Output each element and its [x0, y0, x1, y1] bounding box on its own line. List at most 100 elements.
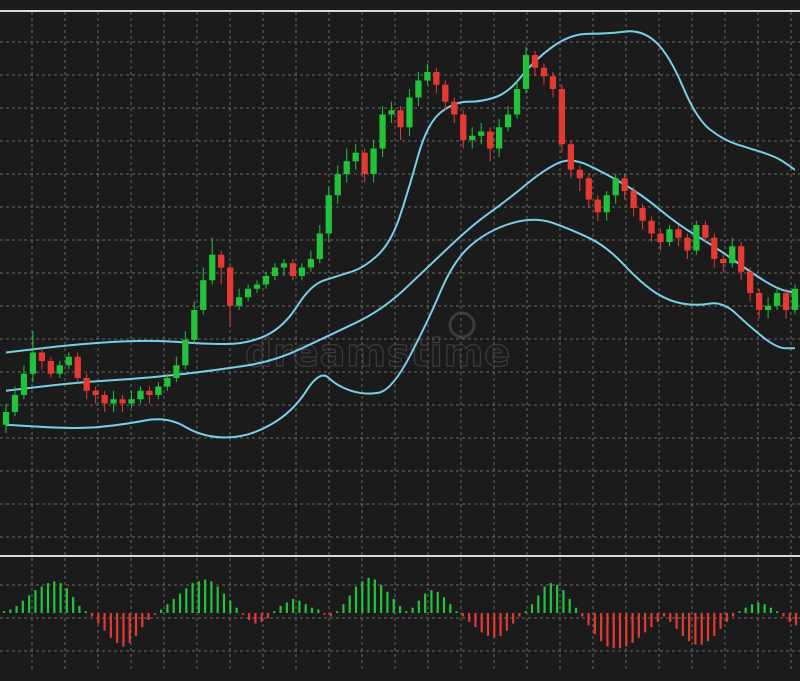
candlestick	[755, 288, 763, 319]
candle-body-up	[20, 373, 28, 395]
candle-body-up	[764, 305, 772, 310]
candle-body-up	[244, 288, 252, 298]
candle-body-up	[316, 233, 323, 259]
candlestick	[47, 356, 54, 378]
candlestick	[791, 284, 799, 315]
candlestick	[657, 229, 664, 251]
candlestick	[352, 144, 359, 170]
candle-body-up	[209, 254, 216, 281]
candle-body-up	[513, 89, 521, 115]
candle-body-down	[630, 191, 637, 208]
candlestick	[361, 148, 368, 183]
candlestick	[370, 140, 377, 183]
candle-body-down	[101, 395, 108, 404]
candle-body-down	[576, 169, 583, 179]
candle-body-up	[379, 114, 386, 149]
candlestick	[155, 382, 162, 400]
candlestick	[487, 127, 494, 162]
candlestick	[128, 390, 135, 408]
candlestick	[173, 356, 180, 383]
candle-body-up	[56, 365, 63, 374]
candlestick	[101, 390, 108, 412]
candle-body-up	[29, 352, 37, 374]
candlestick	[729, 237, 736, 268]
candlestick	[244, 284, 252, 302]
candle-body-down	[218, 254, 225, 268]
candle-body-up	[280, 263, 288, 268]
candle-body-up	[352, 152, 359, 162]
candle-body-up	[370, 148, 377, 174]
candle-body-up	[325, 195, 332, 234]
candle-body-down	[451, 101, 458, 115]
candle-body-down	[675, 229, 682, 238]
panel-separators	[0, 10, 800, 557]
candlestick	[478, 123, 485, 145]
candle-body-down	[567, 144, 574, 170]
candle-body-down	[146, 390, 153, 395]
candlestick	[2, 403, 10, 434]
candle-body-down	[289, 263, 297, 276]
candlestick	[558, 84, 566, 153]
candlestick	[334, 165, 341, 204]
candlestick	[65, 352, 72, 370]
candle-body-up	[343, 161, 350, 174]
candlestick	[182, 331, 189, 370]
candlestick	[693, 220, 700, 255]
candlestick	[648, 216, 655, 242]
candle-body-down	[92, 390, 99, 395]
candle-body-down	[684, 237, 691, 251]
candle-body-up	[65, 356, 72, 366]
candle-body-down	[47, 361, 54, 374]
candlestick	[289, 259, 297, 281]
candlestick	[720, 254, 727, 272]
lower-bollinger-band	[5, 218, 795, 439]
candle-body-down	[361, 152, 368, 174]
candle-body-up	[182, 339, 189, 366]
candle-body-up	[164, 378, 171, 387]
candle-body-down	[639, 208, 646, 221]
candle-body-down	[433, 72, 440, 85]
candle-body-up	[522, 55, 530, 89]
candle-body-down	[621, 178, 628, 191]
candlestick	[137, 386, 144, 404]
candle-body-down	[702, 225, 709, 238]
candle-body-up	[298, 267, 306, 276]
candlestick	[164, 373, 171, 391]
candlestick	[702, 220, 709, 242]
candlestick	[56, 361, 63, 378]
candlestick	[92, 386, 99, 404]
candlestick	[747, 267, 754, 302]
candlestick	[11, 386, 19, 417]
candle-body-down	[442, 84, 449, 102]
middle-bollinger-band	[5, 159, 796, 392]
candle-body-down	[74, 356, 81, 378]
candle-body-down	[594, 199, 601, 213]
candle-body-down	[755, 293, 763, 310]
candle-body-up	[495, 127, 503, 149]
candle-body-down	[549, 76, 557, 89]
candlestick	[20, 365, 28, 400]
candlestick	[621, 174, 628, 200]
candle-body-up	[424, 72, 431, 81]
watermark-logo-icon	[448, 311, 476, 339]
candle-body-up	[773, 293, 781, 306]
candlestick	[782, 288, 790, 319]
candlestick	[567, 140, 574, 179]
candle-body-up	[388, 110, 395, 115]
candlestick	[146, 386, 153, 404]
candle-body-up	[415, 80, 422, 98]
candlestick	[738, 242, 745, 281]
candlestick	[38, 348, 46, 370]
candlestick	[433, 67, 440, 94]
candlestick	[298, 263, 306, 281]
candlestick	[110, 390, 117, 412]
candle-body-down	[738, 246, 745, 272]
histogram-series	[2, 577, 798, 649]
candle-body-up	[271, 267, 279, 276]
candlestick	[119, 395, 126, 412]
candlestick	[424, 63, 431, 85]
candle-body-down	[747, 271, 754, 293]
candlestick	[469, 127, 476, 149]
candlestick	[549, 72, 557, 98]
candlestick	[594, 195, 601, 221]
